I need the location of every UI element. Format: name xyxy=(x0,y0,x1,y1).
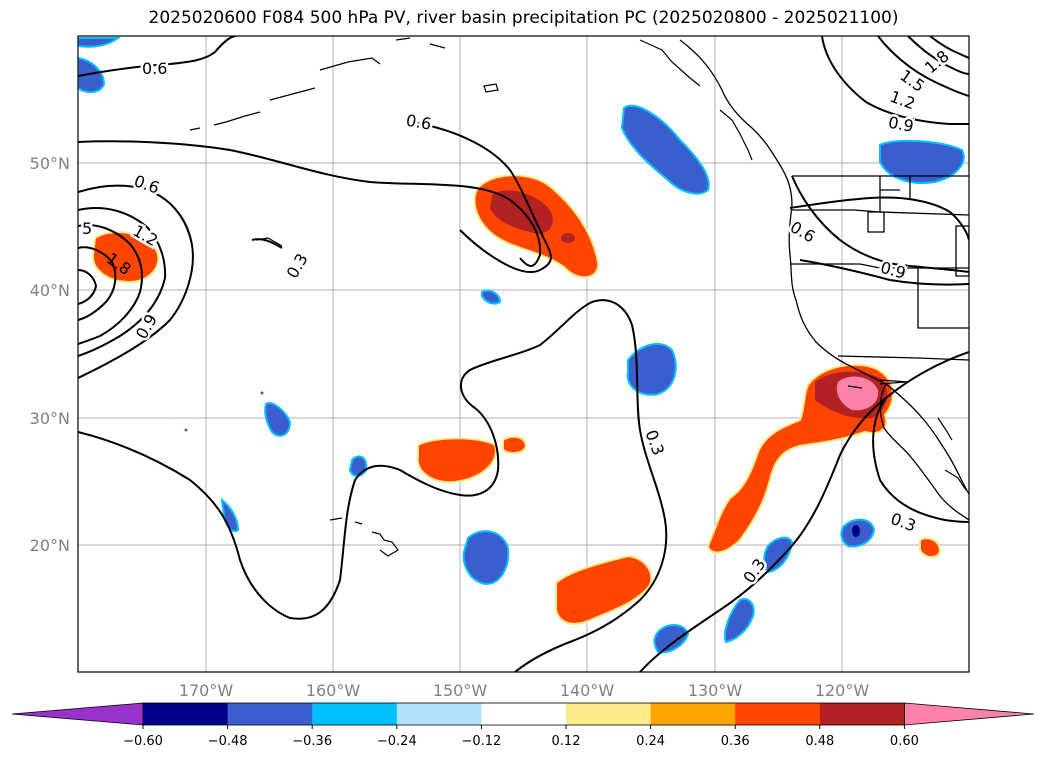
lon-label: 120°W xyxy=(815,681,870,700)
lon-label: 140°W xyxy=(560,681,615,700)
map-area xyxy=(78,36,969,672)
contour-label: 0.6 xyxy=(142,59,167,78)
pv-contours xyxy=(78,36,969,672)
colorbar-tick-label: 0.60 xyxy=(890,734,919,749)
colorbar-extend-right xyxy=(904,702,1035,726)
map-border xyxy=(77,35,970,673)
contour-label: 5 xyxy=(82,219,92,238)
colorbar-segment xyxy=(650,703,736,725)
islands xyxy=(189,37,967,557)
colorbar: −0.60 −0.48 −0.36 −0.24 −0.12 0.12 0.24 0.36 0.4… xyxy=(11,702,1035,749)
colorbar-tick-label: 0.48 xyxy=(805,734,834,749)
colorbar-frame xyxy=(142,702,905,726)
colorbar-tick-label: −0.24 xyxy=(377,734,417,749)
colorbar-tick-label: 0.12 xyxy=(552,734,581,749)
lat-label: 20°N xyxy=(30,536,70,555)
colorbar-tick-label: −0.60 xyxy=(123,734,163,749)
colorbar-segment xyxy=(396,703,482,725)
colorbar-segment xyxy=(566,703,652,725)
lat-label: 50°N xyxy=(30,154,70,173)
lat-label: 30°N xyxy=(30,409,70,428)
lat-label: 40°N xyxy=(30,281,70,300)
colorbar-segment xyxy=(481,703,567,725)
lon-label: 130°W xyxy=(688,681,743,700)
colorbar-segment xyxy=(227,703,313,725)
precip-positive-patches xyxy=(91,174,942,625)
colorbar-segment xyxy=(312,703,398,725)
longitude-labels: 170°W 160°W 150°W 140°W 130°W 120°W xyxy=(179,681,870,700)
colorbar-segment xyxy=(735,703,821,725)
colorbar-extend-left xyxy=(11,702,144,726)
precip-negative-patches xyxy=(78,37,965,654)
latitude-labels: 50°N 40°N 30°N 20°N xyxy=(30,154,70,555)
colorbar-segment xyxy=(819,703,905,725)
lon-label: 160°W xyxy=(306,681,361,700)
colorbar-tick-label: −0.12 xyxy=(461,734,501,749)
colorbar-tick-label: 0.36 xyxy=(721,734,750,749)
lon-label: 170°W xyxy=(179,681,234,700)
map-title: 2025020600 F084 500 hPa PV, river basin … xyxy=(148,8,899,28)
colorbar-tick-label: −0.36 xyxy=(292,734,332,749)
colorbar-tick-label: 0.24 xyxy=(636,734,665,749)
colorbar-tick-label: −0.48 xyxy=(208,734,248,749)
colorbar-segment xyxy=(143,703,229,725)
lon-label: 150°W xyxy=(433,681,488,700)
